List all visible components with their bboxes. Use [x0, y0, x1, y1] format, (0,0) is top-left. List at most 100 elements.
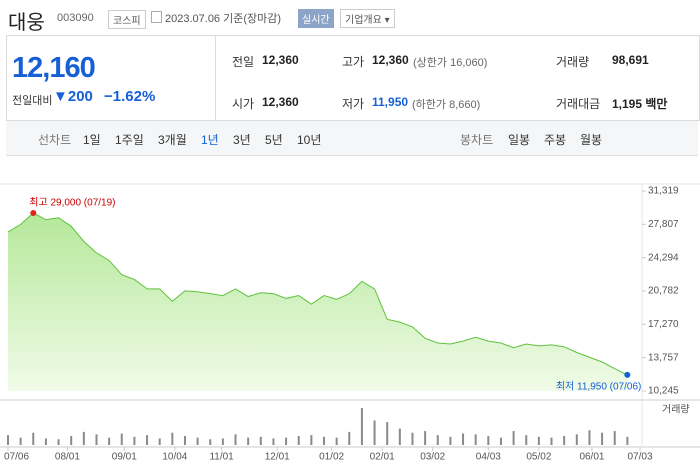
y-tick-label: 17,270	[648, 319, 679, 330]
y-tick-label: 31,319	[648, 186, 679, 197]
stat-label: 거래대금	[556, 97, 601, 111]
volume-bar	[171, 432, 174, 445]
calendar-icon	[151, 11, 162, 23]
volume-bar	[95, 434, 98, 445]
volume-bar	[44, 438, 47, 445]
low-annotation: 최저 11,950 (07/06)	[556, 380, 642, 392]
tab-label: 봉차트	[460, 133, 494, 147]
low-dot	[624, 371, 631, 378]
stat-label: 전일	[232, 55, 255, 69]
stat-note: (상한가 16,060)	[413, 57, 488, 69]
period-tab[interactable]: 1일	[83, 133, 101, 147]
x-tick-label: 02/01	[370, 452, 395, 463]
volume-bar	[499, 437, 502, 445]
y-tick-label: 13,757	[648, 352, 679, 363]
volume-bar	[462, 433, 465, 445]
volume-bar	[285, 437, 288, 445]
period-tab[interactable]: 10년	[297, 133, 322, 147]
change-value: ▼200	[53, 88, 93, 105]
volume-bar	[550, 437, 553, 445]
price-line	[7, 212, 628, 376]
date-text: 2023.07.06 기준(장마감)	[165, 13, 282, 25]
tab-bar	[6, 121, 698, 156]
volume-bar	[259, 436, 262, 445]
volume-bar	[588, 430, 591, 445]
volume-bar	[335, 437, 338, 445]
period-tab[interactable]: 1년	[201, 133, 219, 147]
volume-bar	[525, 435, 528, 445]
current-price: 12,160	[12, 52, 96, 84]
volume-bar	[82, 431, 85, 445]
tab-label: 선차트	[38, 133, 72, 147]
volume-bar	[209, 439, 212, 445]
volume-bar	[373, 420, 376, 445]
stock-name: 대웅	[8, 12, 45, 34]
x-tick-label: 06/01	[579, 452, 604, 463]
x-tick-label: 08/01	[55, 452, 80, 463]
x-tick-label: 03/02	[420, 452, 445, 463]
change-label: 전일대비	[12, 95, 53, 107]
price-chart: 거래량 31,319 27,807 24,294 20,782 17,270 13,757…	[0, 183, 700, 463]
volume-bar	[120, 433, 123, 445]
volume-bar	[272, 438, 275, 445]
stat-label: 저가	[342, 97, 365, 111]
overview-dropdown[interactable]: 기업개요 ▾	[340, 9, 395, 28]
period-tab[interactable]: 5년	[265, 133, 283, 147]
volume-bar	[57, 439, 60, 445]
realtime-button[interactable]: 실시간	[298, 9, 334, 28]
volume-bar	[32, 432, 35, 445]
volume-bar	[575, 434, 578, 445]
volume-bar	[449, 436, 452, 445]
volume-bar	[70, 435, 73, 445]
period-tab[interactable]: 1주일	[115, 133, 144, 147]
volume-bar	[133, 436, 136, 445]
volume-bar	[487, 435, 490, 445]
overview-text: 기업개요	[345, 15, 382, 26]
stat-note: (하한가 8,660)	[412, 99, 481, 111]
candle-tab[interactable]: 월봉	[580, 133, 603, 147]
stat-label: 고가	[342, 55, 365, 69]
candle-tab[interactable]: 일봉	[508, 133, 531, 147]
volume-bar	[613, 431, 616, 445]
change-amount: 200	[67, 88, 93, 105]
volume-bar	[310, 435, 313, 445]
volume-bar	[563, 435, 566, 445]
volume-bar	[360, 408, 363, 445]
x-tick-label: 12/01	[265, 452, 290, 463]
x-tick-label: 07/03	[627, 452, 652, 463]
market-badge: 코스피	[108, 10, 146, 29]
volume-bar	[221, 438, 224, 445]
volume-label: 거래량	[662, 404, 690, 416]
high-dot	[30, 210, 37, 217]
period-tab[interactable]: 3개월	[158, 133, 187, 147]
volume-bar	[323, 436, 325, 445]
volume-bar	[158, 438, 161, 445]
period-tab[interactable]: 3년	[233, 133, 251, 147]
volume-bar	[626, 436, 629, 445]
volume-bar	[474, 434, 477, 445]
volume-bar	[297, 435, 300, 445]
change-rate: −1.62%	[104, 88, 156, 105]
stock-code: 003090	[57, 12, 94, 24]
volume-bar	[108, 437, 111, 445]
high-annotation: 최고 29,000 (07/19)	[29, 197, 115, 209]
volume-bar	[146, 435, 149, 445]
volume-bar	[537, 436, 540, 445]
stat-label: 거래량	[556, 55, 590, 69]
x-tick-label: 09/01	[112, 452, 137, 463]
candle-tab[interactable]: 주봉	[544, 133, 567, 147]
y-tick-label: 27,807	[648, 219, 679, 230]
volume-bar	[247, 437, 250, 445]
x-tick-label: 07/06	[4, 452, 29, 463]
volume-bar	[348, 431, 351, 445]
stat-label: 시가	[232, 97, 255, 111]
stat-value: 12,360	[372, 53, 409, 67]
volume-bar	[411, 432, 414, 445]
volume-bar	[7, 435, 9, 445]
volume-bar	[196, 437, 199, 445]
x-tick-label: 10/04	[162, 452, 187, 463]
y-tick-label: 20,782	[648, 286, 679, 297]
volume-bar	[512, 431, 515, 445]
volume-bar	[601, 432, 604, 445]
